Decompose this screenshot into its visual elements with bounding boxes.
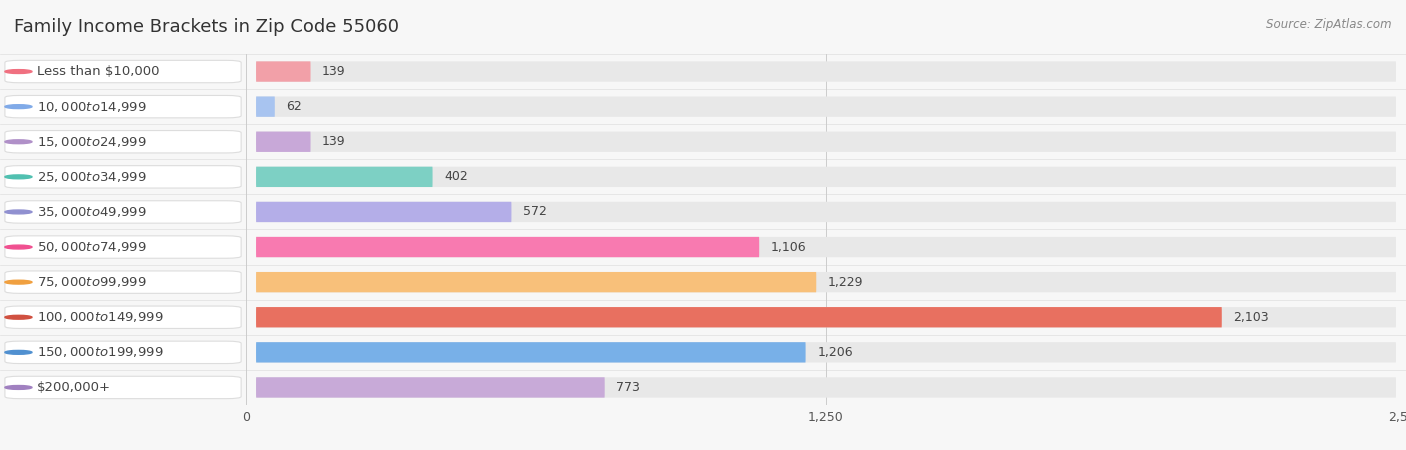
Text: $200,000+: $200,000+ (37, 381, 111, 394)
Circle shape (6, 245, 32, 249)
Text: $15,000 to $24,999: $15,000 to $24,999 (37, 135, 146, 149)
FancyBboxPatch shape (246, 54, 1406, 89)
Text: 1,106: 1,106 (770, 241, 807, 253)
FancyBboxPatch shape (256, 272, 1396, 292)
FancyBboxPatch shape (4, 341, 242, 364)
FancyBboxPatch shape (256, 202, 512, 222)
Text: $25,000 to $34,999: $25,000 to $34,999 (37, 170, 146, 184)
FancyBboxPatch shape (256, 307, 1396, 328)
Text: 1,206: 1,206 (817, 346, 853, 359)
Circle shape (6, 386, 32, 389)
Text: 139: 139 (322, 135, 346, 148)
Text: $10,000 to $14,999: $10,000 to $14,999 (37, 99, 146, 114)
FancyBboxPatch shape (256, 272, 817, 292)
FancyBboxPatch shape (256, 96, 274, 117)
Text: 572: 572 (523, 206, 547, 218)
FancyBboxPatch shape (246, 159, 1406, 194)
Circle shape (6, 105, 32, 108)
FancyBboxPatch shape (256, 61, 1396, 82)
FancyBboxPatch shape (4, 236, 242, 258)
Circle shape (6, 70, 32, 73)
Circle shape (6, 210, 32, 214)
FancyBboxPatch shape (256, 377, 605, 398)
FancyBboxPatch shape (256, 237, 759, 257)
FancyBboxPatch shape (4, 376, 242, 399)
Text: 402: 402 (444, 171, 468, 183)
FancyBboxPatch shape (4, 306, 242, 328)
Circle shape (6, 175, 32, 179)
Text: Family Income Brackets in Zip Code 55060: Family Income Brackets in Zip Code 55060 (14, 18, 399, 36)
Circle shape (6, 280, 32, 284)
Circle shape (6, 315, 32, 319)
FancyBboxPatch shape (246, 89, 1406, 124)
FancyBboxPatch shape (256, 131, 1396, 152)
FancyBboxPatch shape (246, 300, 1406, 335)
FancyBboxPatch shape (256, 342, 806, 363)
Text: 1,229: 1,229 (828, 276, 863, 288)
Text: Source: ZipAtlas.com: Source: ZipAtlas.com (1267, 18, 1392, 31)
FancyBboxPatch shape (256, 202, 1396, 222)
FancyBboxPatch shape (4, 201, 242, 223)
Circle shape (6, 351, 32, 354)
FancyBboxPatch shape (246, 124, 1406, 159)
FancyBboxPatch shape (256, 237, 1396, 257)
FancyBboxPatch shape (246, 230, 1406, 265)
Text: $150,000 to $199,999: $150,000 to $199,999 (37, 345, 163, 360)
Text: Less than $10,000: Less than $10,000 (37, 65, 159, 78)
Text: 139: 139 (322, 65, 346, 78)
FancyBboxPatch shape (256, 377, 1396, 398)
FancyBboxPatch shape (256, 61, 311, 82)
Circle shape (6, 140, 32, 144)
FancyBboxPatch shape (246, 194, 1406, 230)
FancyBboxPatch shape (4, 60, 242, 83)
FancyBboxPatch shape (256, 342, 1396, 363)
Text: $75,000 to $99,999: $75,000 to $99,999 (37, 275, 146, 289)
FancyBboxPatch shape (4, 271, 242, 293)
Text: 2,103: 2,103 (1233, 311, 1270, 324)
FancyBboxPatch shape (246, 335, 1406, 370)
Text: 773: 773 (616, 381, 640, 394)
FancyBboxPatch shape (256, 166, 433, 187)
FancyBboxPatch shape (256, 166, 1396, 187)
Text: $50,000 to $74,999: $50,000 to $74,999 (37, 240, 146, 254)
FancyBboxPatch shape (4, 95, 242, 118)
Text: $100,000 to $149,999: $100,000 to $149,999 (37, 310, 163, 324)
FancyBboxPatch shape (256, 96, 1396, 117)
FancyBboxPatch shape (256, 131, 311, 152)
FancyBboxPatch shape (4, 130, 242, 153)
FancyBboxPatch shape (4, 166, 242, 188)
FancyBboxPatch shape (246, 265, 1406, 300)
FancyBboxPatch shape (256, 307, 1222, 328)
Text: $35,000 to $49,999: $35,000 to $49,999 (37, 205, 146, 219)
Text: 62: 62 (287, 100, 302, 113)
FancyBboxPatch shape (246, 370, 1406, 405)
